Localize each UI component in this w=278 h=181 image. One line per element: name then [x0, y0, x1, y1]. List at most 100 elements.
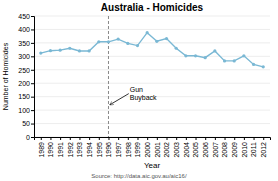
- point: [39, 52, 42, 55]
- x-tick-mark: [89, 137, 90, 140]
- point: [233, 59, 236, 62]
- x-tick-mark: [79, 137, 80, 140]
- grid-line: [34, 69, 270, 70]
- y-tick: 400: [18, 26, 34, 33]
- point: [136, 44, 139, 47]
- x-tick: 2004: [183, 137, 190, 158]
- x-tick-label: 2003: [173, 142, 180, 158]
- x-tick: 1999: [134, 137, 141, 158]
- x-tick-label: 1998: [125, 142, 132, 158]
- x-tick-label: 1994: [86, 142, 93, 158]
- x-tick-label: 2006: [202, 142, 209, 158]
- x-tick-mark: [254, 137, 255, 140]
- x-tick: 2012: [260, 137, 267, 158]
- point: [213, 49, 216, 52]
- reference-line: [108, 16, 109, 137]
- y-tick-label: 350: [18, 40, 30, 47]
- point: [78, 49, 81, 52]
- y-tick: 450: [18, 13, 34, 20]
- x-tick-mark: [234, 137, 235, 140]
- x-tick: 2011: [250, 137, 257, 157]
- x-tick-label: 2010: [241, 142, 248, 158]
- point: [88, 49, 91, 52]
- x-tick-mark: [186, 137, 187, 140]
- y-tick-label: 0: [26, 134, 30, 141]
- point: [184, 54, 187, 57]
- x-tick-mark: [157, 137, 158, 140]
- point: [107, 40, 110, 43]
- point: [97, 40, 100, 43]
- point: [68, 47, 71, 50]
- y-tick: 300: [18, 53, 34, 60]
- y-tick: 100: [18, 107, 34, 114]
- y-tick-mark: [31, 70, 34, 71]
- point: [252, 63, 255, 66]
- x-tick: 2002: [163, 137, 170, 158]
- annotation-text-line: Gun: [130, 86, 143, 93]
- point: [117, 38, 120, 41]
- y-tick: 150: [18, 93, 34, 100]
- x-tick-label: 2000: [144, 142, 151, 158]
- x-tick-label: 1996: [105, 142, 112, 158]
- y-tick-mark: [31, 16, 34, 17]
- x-tick-label: 1991: [57, 142, 64, 158]
- x-tick-label: 2005: [192, 142, 199, 158]
- x-tick: 1995: [96, 137, 103, 158]
- point: [146, 31, 149, 34]
- y-tick: 350: [18, 40, 34, 47]
- point: [204, 56, 207, 59]
- x-tick-mark: [108, 137, 109, 140]
- series-line: [41, 33, 263, 67]
- x-tick-label: 2002: [163, 142, 170, 158]
- x-tick-mark: [215, 137, 216, 140]
- x-tick-mark: [41, 137, 42, 140]
- x-tick: 2010: [241, 137, 248, 158]
- x-tick-label: 2007: [212, 142, 219, 158]
- x-tick-mark: [147, 137, 148, 140]
- x-tick-mark: [137, 137, 138, 140]
- x-tick-mark: [196, 137, 197, 140]
- point: [59, 49, 62, 52]
- y-tick-label: 400: [18, 26, 30, 33]
- x-tick: 1998: [125, 137, 132, 158]
- x-tick-mark: [118, 137, 119, 140]
- x-tick: 2005: [192, 137, 199, 158]
- y-tick-label: 300: [18, 53, 30, 60]
- x-tick-mark: [176, 137, 177, 140]
- x-tick-label: 1992: [67, 142, 74, 158]
- x-axis: 1989199019911992199319941995199619971998…: [35, 137, 271, 158]
- point: [49, 49, 52, 52]
- grid-line: [34, 29, 270, 30]
- grid-line: [34, 83, 270, 84]
- grid-line: [34, 123, 270, 124]
- x-tick-label: 2008: [221, 142, 228, 158]
- y-tick-label: 50: [22, 120, 30, 127]
- y-tick-label: 100: [18, 107, 30, 114]
- y-tick-mark: [31, 83, 34, 84]
- y-tick-mark: [31, 137, 34, 138]
- point: [262, 65, 265, 68]
- y-tick-mark: [31, 124, 34, 125]
- x-tick: 1991: [57, 137, 64, 158]
- x-tick: 2008: [221, 137, 228, 158]
- x-tick: 1997: [115, 137, 122, 158]
- point: [126, 42, 129, 45]
- data-layer: [39, 16, 265, 137]
- annotation-text: GunBuyback: [130, 86, 157, 102]
- annotation-text-line: Buyback: [130, 94, 157, 102]
- x-tick: 2009: [231, 137, 238, 158]
- y-tick: 200: [18, 80, 34, 87]
- x-tick-label: 2001: [154, 142, 161, 158]
- x-axis-title: Year: [144, 161, 161, 170]
- y-tick-mark: [31, 43, 34, 44]
- x-tick-label: 1993: [76, 142, 83, 158]
- point: [165, 37, 168, 40]
- x-tick-label: 2004: [183, 142, 190, 158]
- annotation-arrow: [110, 94, 129, 105]
- x-tick-mark: [70, 137, 71, 140]
- y-tick: 0: [26, 134, 34, 141]
- point: [223, 59, 226, 62]
- point: [155, 40, 158, 43]
- y-axis-line: [31, 17, 35, 138]
- x-tick-mark: [225, 137, 226, 140]
